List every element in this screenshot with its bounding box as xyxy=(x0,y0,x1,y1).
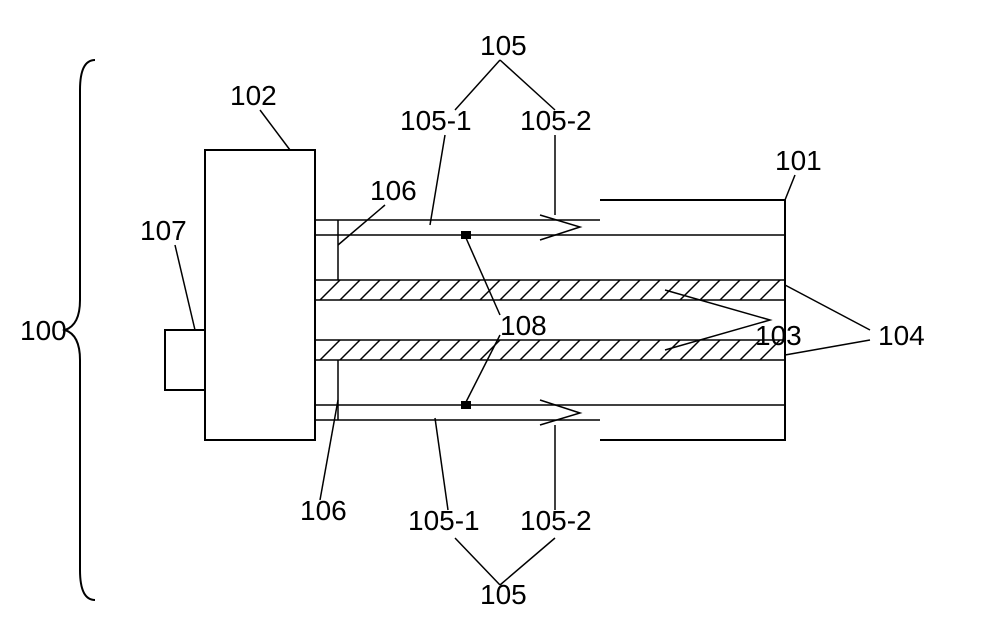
leader-106-bot xyxy=(320,400,338,500)
label-105-2-bot: 105-2 xyxy=(520,505,592,536)
label-106-top: 106 xyxy=(370,175,417,206)
label-108: 108 xyxy=(500,310,547,341)
dot-108-top xyxy=(461,231,471,239)
label-102: 102 xyxy=(230,80,277,111)
label-104: 104 xyxy=(878,320,925,351)
tube-bottom-outer xyxy=(315,405,785,420)
arrow-105-2-top xyxy=(540,215,580,240)
arrow-105-2-bot xyxy=(540,400,580,425)
leader-105-1-top xyxy=(430,135,445,225)
block-107 xyxy=(165,330,205,390)
leader-105-bot xyxy=(455,538,555,585)
block-102 xyxy=(205,150,315,440)
label-105-top: 105 xyxy=(480,30,527,61)
leader-106-top xyxy=(338,205,385,245)
leader-105-top xyxy=(455,60,555,110)
label-105-2-top: 105-2 xyxy=(520,105,592,136)
label-105-1-top: 105-1 xyxy=(400,105,472,136)
leader-108 xyxy=(466,238,500,402)
tube-top-outer xyxy=(315,220,785,235)
dot-108-bot xyxy=(461,401,471,409)
leader-107 xyxy=(175,245,195,330)
technical-diagram: 100 102 105 105-1 105-2 101 106 107 108 … xyxy=(0,0,1000,644)
label-105-1-bot: 105-1 xyxy=(408,505,480,536)
leader-105-1-bot xyxy=(435,418,448,510)
hatch-band-top xyxy=(315,280,785,300)
label-103: 103 xyxy=(755,320,802,351)
label-107: 107 xyxy=(140,215,187,246)
label-105-bot: 105 xyxy=(480,579,527,610)
label-106-bot: 106 xyxy=(300,495,347,526)
brace-100 xyxy=(65,60,95,600)
label-101: 101 xyxy=(775,145,822,176)
hatch-band-bottom xyxy=(315,340,785,360)
leader-101 xyxy=(785,175,795,200)
label-100: 100 xyxy=(20,315,67,346)
leader-102 xyxy=(260,110,290,150)
